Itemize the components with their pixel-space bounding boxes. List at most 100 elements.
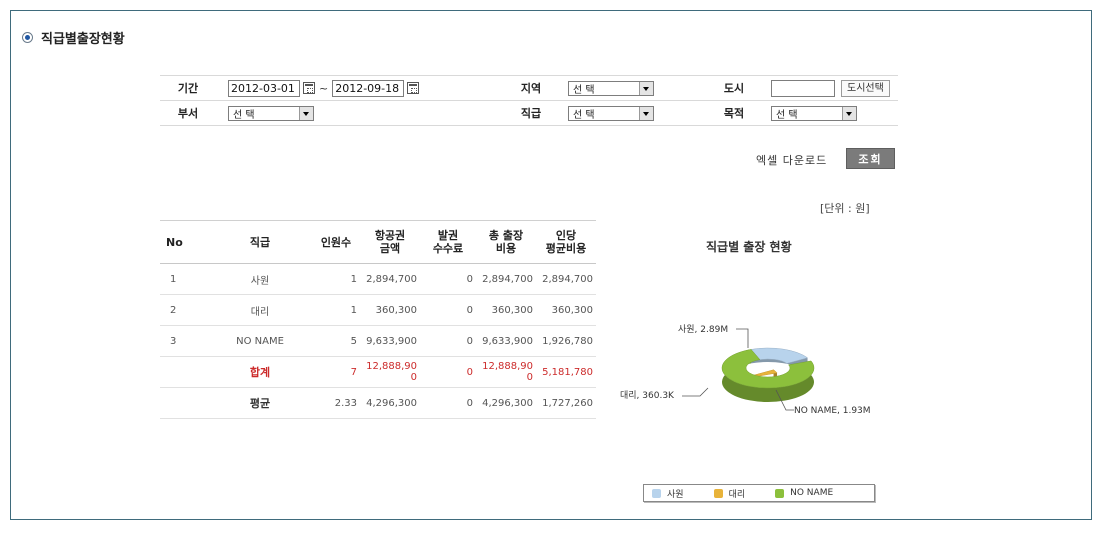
legend-label: NO NAME <box>790 488 834 498</box>
total-row: 합계 7 12,888,900 0 12,888,900 5,181,780 <box>160 356 596 388</box>
legend-item: 사원 <box>652 487 706 500</box>
column-header: 항공권 금액 <box>360 220 420 264</box>
leader-line <box>775 389 794 411</box>
row-total: 360,300 <box>476 294 536 326</box>
column-header: 총 출장 비용 <box>476 220 536 264</box>
total-no <box>160 356 208 388</box>
table-row: 2 대리 1 360,300 0 360,300 360,300 <box>160 294 596 326</box>
avg-total: 4,296,300 <box>476 387 536 419</box>
date-from-input[interactable]: 2012-03-01 <box>228 79 300 97</box>
search-form: 기간 2012-03-01 ~2012-09-18 지역 선 택 도시 도시선택 … <box>160 75 898 126</box>
column-header: 인당 평균비용 <box>536 220 596 264</box>
city-select-button[interactable]: 도시선택 <box>841 79 890 97</box>
legend-swatch <box>652 488 661 498</box>
legend-item: NO NAME <box>775 488 855 498</box>
leader-line <box>736 328 749 348</box>
row-total: 9,633,900 <box>476 325 536 357</box>
dropdown-arrow-icon[interactable] <box>842 106 856 120</box>
total-fee: 0 <box>420 356 476 388</box>
row-rank: 대리 <box>208 294 312 326</box>
purpose-label: 목적 <box>712 100 756 126</box>
rank-label: 직급 <box>498 100 564 126</box>
slice-label: 대리, 360.3K <box>620 390 675 401</box>
avg-fee: 0 <box>420 387 476 419</box>
column-header: 직급 <box>208 220 312 264</box>
column-header: 인원수 <box>312 220 360 264</box>
section-title: 직급별출장현황 <box>41 32 125 47</box>
date-separator: ~ <box>319 81 329 95</box>
slice-label: NO NAME, 1.93M <box>794 406 871 416</box>
unit-label: [단위 : 원] <box>820 202 870 215</box>
total-count: 7 <box>312 356 360 388</box>
row-avg: 1,926,780 <box>536 325 596 357</box>
legend-item: 대리 <box>713 487 768 500</box>
leader-line <box>682 387 709 397</box>
legend-swatch <box>775 488 785 498</box>
row-no: 1 <box>160 263 208 295</box>
purpose-select[interactable]: 선 택 <box>771 105 857 121</box>
section-header: 직급별출장현황 <box>22 28 125 47</box>
row-fee: 0 <box>420 263 476 295</box>
avg-count: 2.33 <box>312 387 360 419</box>
bullet-icon <box>22 32 33 43</box>
table-row: 3 NO NAME 5 9,633,900 0 9,633,900 1,926,… <box>160 325 596 357</box>
row-fee: 0 <box>420 294 476 326</box>
calendar-icon[interactable] <box>303 82 315 94</box>
avg-label: 평균 <box>208 387 312 419</box>
total-avg: 5,181,780 <box>536 356 596 388</box>
donut-slice-no-name <box>721 349 815 389</box>
total-label: 합계 <box>208 356 312 388</box>
average-row: 평균 2.33 4,296,300 0 4,296,300 1,727,260 <box>160 387 596 419</box>
row-ticket: 360,300 <box>360 294 420 326</box>
row-ticket: 9,633,900 <box>360 325 420 357</box>
row-count: 1 <box>312 294 360 326</box>
dept-select-value: 선 택 <box>233 109 255 121</box>
dept-label: 부서 <box>160 100 216 126</box>
column-header: No <box>160 220 208 264</box>
row-no: 3 <box>160 325 208 357</box>
rank-trip-table: No 직급 인원수 항공권 금액 발권 수수료 총 출장 비용 인당 평균비용 … <box>160 220 596 419</box>
legend-swatch <box>713 488 723 498</box>
period-label: 기간 <box>160 75 216 101</box>
row-count: 5 <box>312 325 360 357</box>
row-total: 2,894,700 <box>476 263 536 295</box>
row-avg: 2,894,700 <box>536 263 596 295</box>
avg-ticket: 4,296,300 <box>360 387 420 419</box>
row-rank: NO NAME <box>208 325 312 357</box>
slice-label: 사원, 2.89M <box>678 324 728 335</box>
region-select-value: 선 택 <box>573 84 595 96</box>
date-to-input[interactable]: 2012-09-18 <box>332 79 405 97</box>
total-total: 12,888,900 <box>476 356 536 388</box>
row-fee: 0 <box>420 325 476 357</box>
rank-select[interactable]: 선 택 <box>568 105 654 121</box>
dept-select[interactable]: 선 택 <box>228 105 314 121</box>
city-input[interactable] <box>771 79 835 97</box>
dropdown-arrow-icon[interactable] <box>639 106 653 120</box>
dropdown-arrow-icon[interactable] <box>639 81 653 95</box>
region-label: 지역 <box>498 75 564 101</box>
chart-title: 직급별 출장 현황 <box>706 240 792 254</box>
dropdown-arrow-icon[interactable] <box>299 106 313 120</box>
row-no: 2 <box>160 294 208 326</box>
city-label: 도시 <box>712 75 756 101</box>
calendar-icon[interactable] <box>407 82 420 94</box>
rank-select-value: 선 택 <box>573 109 595 121</box>
donut-chart: 사원, 2.89M 대리, 360.3K NO NAME, 1.93M <box>620 324 871 416</box>
column-header: 발권 수수료 <box>420 220 476 264</box>
avg-avg: 1,727,260 <box>536 387 596 419</box>
table-row: 1 사원 1 2,894,700 0 2,894,700 2,894,700 <box>160 263 596 295</box>
purpose-select-value: 선 택 <box>776 109 798 121</box>
row-rank: 사원 <box>208 263 312 295</box>
excel-download-link[interactable]: 엑셀 다운로드 <box>756 154 828 167</box>
total-ticket: 12,888,900 <box>360 356 420 388</box>
avg-no <box>160 387 208 419</box>
legend-label: 사원 <box>667 489 684 500</box>
legend-label: 대리 <box>728 489 746 500</box>
row-avg: 360,300 <box>536 294 596 326</box>
search-button[interactable]: 조회 <box>846 148 895 169</box>
region-select[interactable]: 선 택 <box>568 80 654 96</box>
chart-legend: 사원 대리 NO NAME <box>643 484 875 502</box>
row-ticket: 2,894,700 <box>360 263 420 295</box>
row-count: 1 <box>312 263 360 295</box>
donut-slice-사원 <box>750 347 809 364</box>
